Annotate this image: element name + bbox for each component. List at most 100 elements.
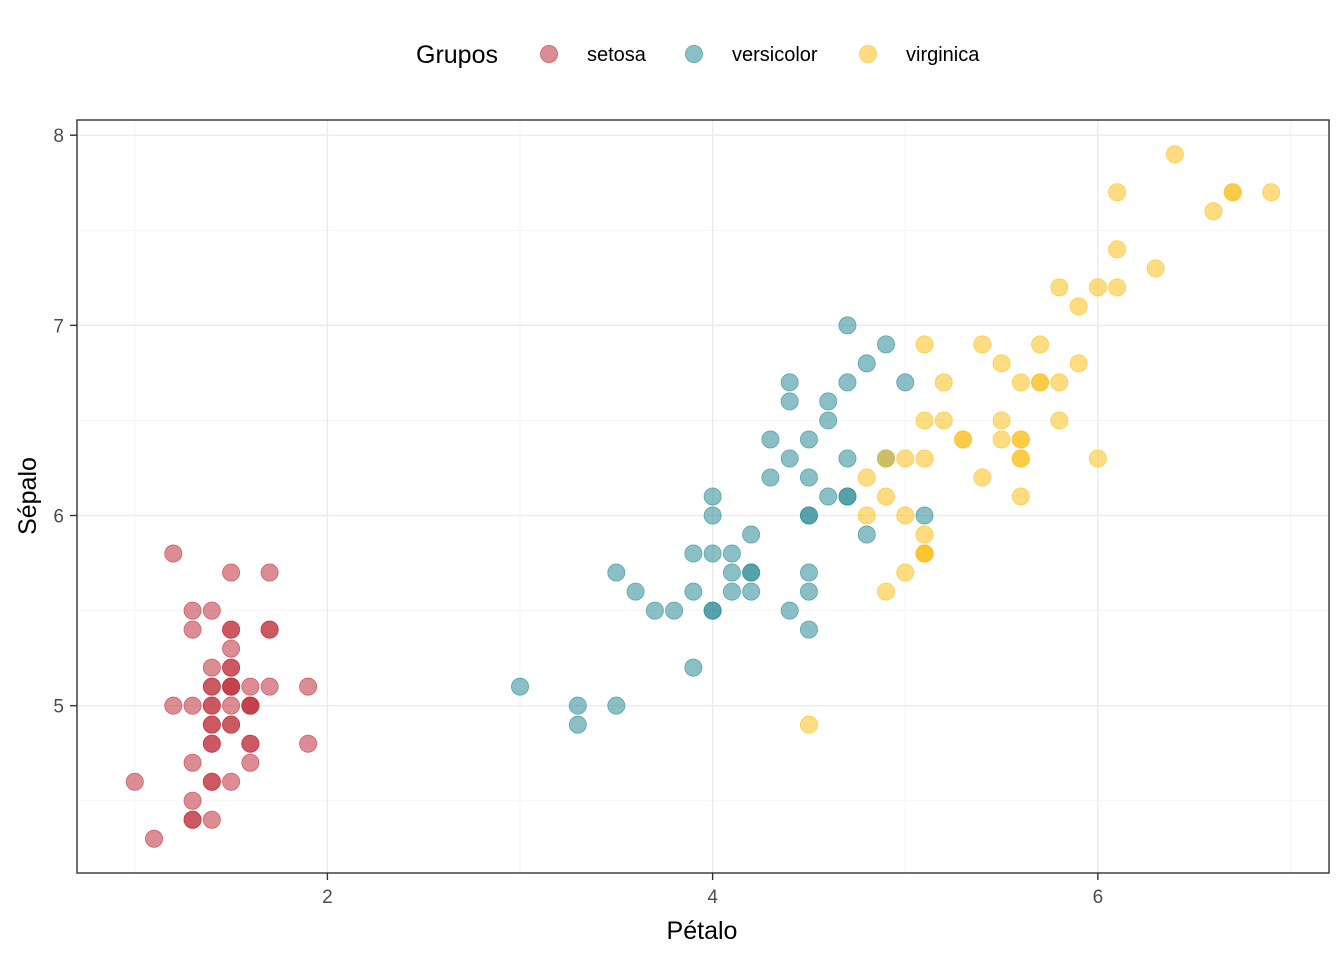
- data-point: [299, 734, 318, 753]
- data-point: [742, 525, 761, 544]
- data-point: [838, 373, 857, 392]
- data-point: [568, 715, 587, 734]
- data-point: [1050, 411, 1069, 430]
- data-point: [1050, 373, 1069, 392]
- y-axis-title: Sépalo: [14, 457, 42, 535]
- data-point: [145, 829, 164, 848]
- data-point: [164, 544, 183, 563]
- data-point: [222, 677, 241, 696]
- data-point: [607, 696, 626, 715]
- data-point: [799, 715, 818, 734]
- data-point: [992, 354, 1011, 373]
- data-point: [1011, 487, 1030, 506]
- data-point: [876, 487, 895, 506]
- legend-label-versicolor: versicolor: [732, 44, 818, 66]
- data-point: [1069, 297, 1088, 316]
- data-point: [722, 582, 741, 601]
- data-point: [799, 506, 818, 525]
- data-point: [1031, 373, 1050, 392]
- data-point: [222, 658, 241, 677]
- data-point: [780, 373, 799, 392]
- data-point: [838, 449, 857, 468]
- data-point: [645, 601, 664, 620]
- data-point: [260, 563, 279, 582]
- data-point: [1031, 335, 1050, 354]
- data-point: [183, 791, 202, 810]
- data-point: [241, 753, 260, 772]
- data-point: [183, 753, 202, 772]
- data-point: [780, 392, 799, 411]
- data-point: [722, 563, 741, 582]
- data-point: [838, 487, 857, 506]
- x-axis: 2 4 6: [322, 873, 1103, 908]
- data-point: [183, 696, 202, 715]
- data-point: [202, 658, 221, 677]
- data-point: [915, 449, 934, 468]
- data-point: [1088, 278, 1107, 297]
- data-point: [973, 468, 992, 487]
- data-point: [202, 810, 221, 829]
- data-point: [761, 468, 780, 487]
- data-point: [1108, 278, 1127, 297]
- data-point: [125, 772, 144, 791]
- data-point: [183, 620, 202, 639]
- data-point: [799, 620, 818, 639]
- data-point: [780, 449, 799, 468]
- legend-key-setosa: [540, 45, 559, 64]
- data-point: [222, 639, 241, 658]
- data-point: [1108, 183, 1127, 202]
- data-point: [896, 563, 915, 582]
- data-point: [742, 563, 761, 582]
- data-point: [202, 677, 221, 696]
- data-point: [241, 696, 260, 715]
- data-point: [838, 316, 857, 335]
- x-tick-label: 4: [707, 887, 718, 908]
- panel-border: [76, 119, 1330, 874]
- data-point: [202, 734, 221, 753]
- data-point: [703, 601, 722, 620]
- data-point: [626, 582, 645, 601]
- data-point: [876, 335, 895, 354]
- data-point: [1165, 145, 1184, 164]
- data-point: [684, 658, 703, 677]
- data-point: [202, 715, 221, 734]
- data-point: [742, 582, 761, 601]
- data-point: [954, 430, 973, 449]
- data-point: [1146, 259, 1165, 278]
- x-axis-title: Pétalo: [667, 917, 738, 945]
- data-point: [819, 392, 838, 411]
- data-point: [183, 810, 202, 829]
- data-point: [876, 582, 895, 601]
- data-point: [915, 411, 934, 430]
- data-point: [568, 696, 587, 715]
- data-point: [915, 544, 934, 563]
- data-point: [1262, 183, 1281, 202]
- data-point: [511, 677, 530, 696]
- data-point: [1088, 449, 1107, 468]
- legend-label-virginica: virginica: [906, 44, 980, 66]
- y-axis: 5 6 7 8: [53, 126, 77, 718]
- legend-key-versicolor: [685, 45, 704, 64]
- data-point: [222, 563, 241, 582]
- data-point: [684, 544, 703, 563]
- legend: Grupos setosa versicolor virginica: [416, 41, 980, 69]
- legend-key-virginica: [859, 45, 878, 64]
- data-point: [857, 525, 876, 544]
- data-point: [876, 449, 895, 468]
- data-point: [1011, 373, 1030, 392]
- data-point: [780, 601, 799, 620]
- data-point: [973, 335, 992, 354]
- y-tick-label: 5: [53, 697, 64, 718]
- data-point: [896, 373, 915, 392]
- data-point: [202, 772, 221, 791]
- data-point: [1069, 354, 1088, 373]
- data-point: [722, 544, 741, 563]
- data-point: [183, 601, 202, 620]
- y-tick-label: 7: [53, 316, 64, 337]
- data-point: [799, 563, 818, 582]
- series-versicolor: [511, 316, 934, 734]
- data-point: [260, 677, 279, 696]
- data-point: [896, 506, 915, 525]
- data-point: [1108, 240, 1127, 259]
